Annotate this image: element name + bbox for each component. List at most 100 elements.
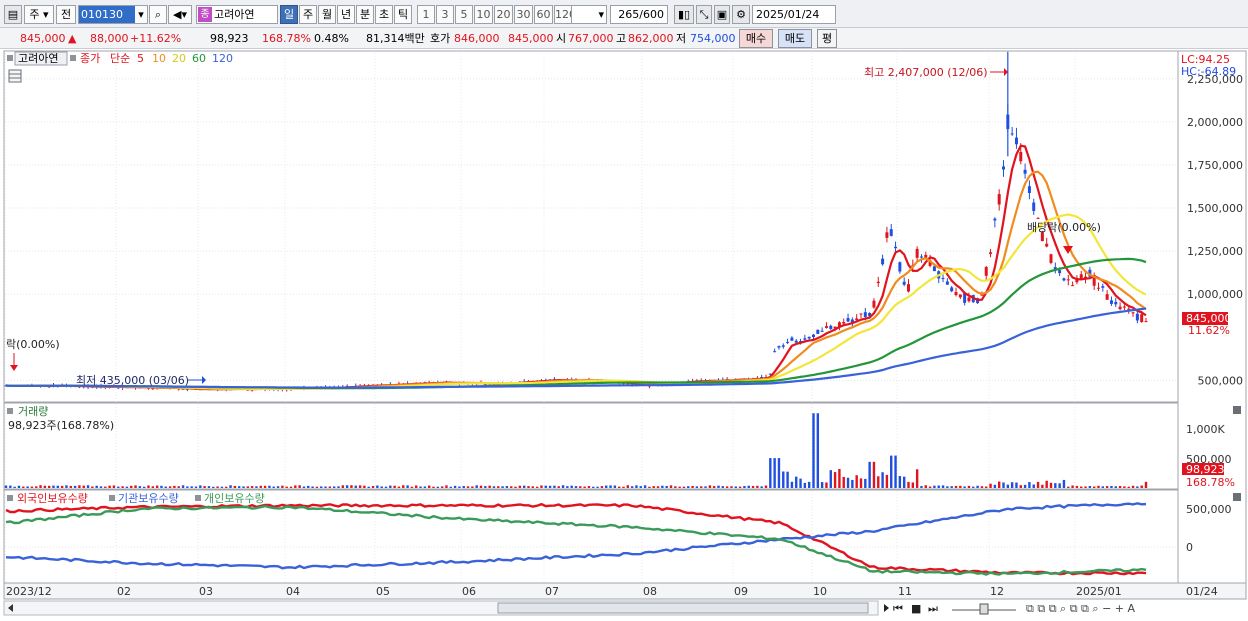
candle-body xyxy=(181,388,185,390)
volume-bar xyxy=(82,485,85,488)
volume-bar xyxy=(522,485,526,488)
legend-stock-box[interactable] xyxy=(14,51,68,66)
volume-bar xyxy=(484,486,487,488)
interval-tab-5[interactable]: 5 xyxy=(455,5,473,24)
volume-panel[interactable] xyxy=(3,402,1179,490)
sell-label: 매도 xyxy=(784,32,806,45)
exdividend-annotation-right: 배당락(0.00%) xyxy=(1027,221,1101,234)
rewind-icon[interactable]: ⏮ xyxy=(893,602,903,615)
stock-chart[interactable]: 2,250,000 2,000,000 1,750,000 1,500,000 1,25… xyxy=(0,49,1248,621)
volume-bar xyxy=(199,485,202,488)
settings-gear-icon[interactable]: ⚙ xyxy=(732,5,750,24)
table-view-icon[interactable] xyxy=(8,69,22,83)
interval-tab-10[interactable]: 10 xyxy=(474,5,493,24)
volume-bar xyxy=(868,461,871,488)
candle-body xyxy=(950,287,954,292)
candle-body xyxy=(872,300,876,308)
candle-body xyxy=(1105,294,1109,300)
period-tab-6[interactable]: 틱 xyxy=(394,5,412,24)
save-icon[interactable]: ▣ xyxy=(714,5,730,24)
volume-bar xyxy=(963,486,966,488)
volume-bar xyxy=(1032,484,1035,488)
period-tab-2[interactable]: 월 xyxy=(318,5,336,24)
volume-bar xyxy=(877,476,880,488)
volume-bar xyxy=(635,485,638,488)
stock-code-input[interactable]: 010130 ▾ xyxy=(78,5,148,24)
volume-bar xyxy=(285,486,288,488)
forward-icon[interactable]: ⏭ xyxy=(928,602,938,615)
volume-bar xyxy=(656,486,660,488)
prev-button[interactable]: 전 xyxy=(56,5,76,24)
period-tab-3[interactable]: 년 xyxy=(337,5,355,24)
average-button[interactable]: 평 xyxy=(817,29,837,48)
sell-button[interactable]: 매도 xyxy=(778,29,812,48)
volume-bar xyxy=(1140,485,1143,488)
holdings-panel-close-icon[interactable] xyxy=(1233,493,1241,501)
average-label: 평 xyxy=(821,32,833,45)
interval-tab-1[interactable]: 1 xyxy=(417,5,435,24)
buy-button[interactable]: 매수 xyxy=(739,29,773,48)
period-tab-4[interactable]: 분 xyxy=(356,5,374,24)
volume-bar xyxy=(376,485,379,488)
tool-icons[interactable]: ⧉ ⧉ ⧉ ⌕ ⧉ ⧉ ⌕ − + A xyxy=(1026,602,1135,615)
period-tab-1[interactable]: 주 xyxy=(299,5,317,24)
price-panel[interactable] xyxy=(3,50,1179,403)
volume-ratio: 168.78% xyxy=(262,32,311,45)
period-tab-5[interactable]: 초 xyxy=(375,5,393,24)
stock-name-field[interactable]: 종 고려아연 xyxy=(196,5,278,24)
stop-icon[interactable]: ■ xyxy=(911,602,921,615)
interval-tab-30[interactable]: 30 xyxy=(514,5,533,24)
candle-type-icon[interactable]: ▮▯ xyxy=(674,5,694,24)
volume-bar xyxy=(324,486,327,488)
volume-bar xyxy=(216,486,219,488)
interval-tab-60[interactable]: 60 xyxy=(534,5,553,24)
scroll-left-icon[interactable] xyxy=(8,604,13,612)
candle-body xyxy=(881,258,885,265)
volume-bar xyxy=(1101,486,1105,488)
volume-bar xyxy=(307,485,310,488)
volume-bar xyxy=(587,486,591,488)
candle-body xyxy=(1058,270,1062,274)
scroll-right-icon[interactable] xyxy=(884,604,889,612)
stock-code-dropdown-icon[interactable]: ▾ xyxy=(135,6,147,23)
interval-custom-select[interactable]: ▾ xyxy=(571,5,607,24)
speaker-icon[interactable]: ◀▾ xyxy=(168,5,192,24)
legend-ma10: 10 xyxy=(152,52,166,65)
candle-body xyxy=(773,351,777,353)
candle-body xyxy=(626,383,630,385)
volume-panel-close-icon[interactable] xyxy=(1233,406,1241,414)
search-icon[interactable]: ⌕ xyxy=(149,5,167,24)
high-annotation: 최고 2,407,000 (12/06) xyxy=(864,66,988,79)
period-tab-0[interactable]: 일 xyxy=(280,5,298,24)
volume-bar xyxy=(803,482,807,488)
interval-tab-120[interactable]: 120 xyxy=(554,5,576,24)
candle-body xyxy=(945,281,949,285)
zoom-slider-handle[interactable] xyxy=(979,603,989,615)
period-select[interactable]: 주 ▾ xyxy=(24,5,54,24)
volume-bar xyxy=(328,486,332,488)
candle-body xyxy=(993,218,997,221)
volume-bar xyxy=(108,485,111,488)
drawing-tool-icon[interactable]: ⤡ xyxy=(696,5,712,24)
candle-body xyxy=(1084,276,1088,279)
volume-bar xyxy=(548,485,552,488)
candle-body xyxy=(799,341,803,343)
legend-square-icon xyxy=(109,495,115,501)
volume-bar xyxy=(393,485,396,488)
data-count-field[interactable]: 265/600 xyxy=(610,5,668,24)
candle-body xyxy=(963,293,967,303)
window-menu-icon[interactable]: ▤ xyxy=(4,5,22,24)
volume-bar xyxy=(1002,482,1005,488)
scrollbar-thumb[interactable] xyxy=(497,602,869,614)
up-arrow-icon: ▲ xyxy=(68,32,77,45)
interval-tab-3[interactable]: 3 xyxy=(436,5,454,24)
volume-bar xyxy=(1010,482,1014,488)
interval-tab-20[interactable]: 20 xyxy=(494,5,513,24)
volume-bar xyxy=(777,458,781,488)
volume-bar xyxy=(907,481,910,488)
buy-label: 매수 xyxy=(745,32,767,45)
candle-body xyxy=(932,266,936,272)
volume-bar xyxy=(976,485,979,488)
volume-bar xyxy=(527,486,530,488)
date-field[interactable]: 2025/01/24 xyxy=(752,5,836,24)
